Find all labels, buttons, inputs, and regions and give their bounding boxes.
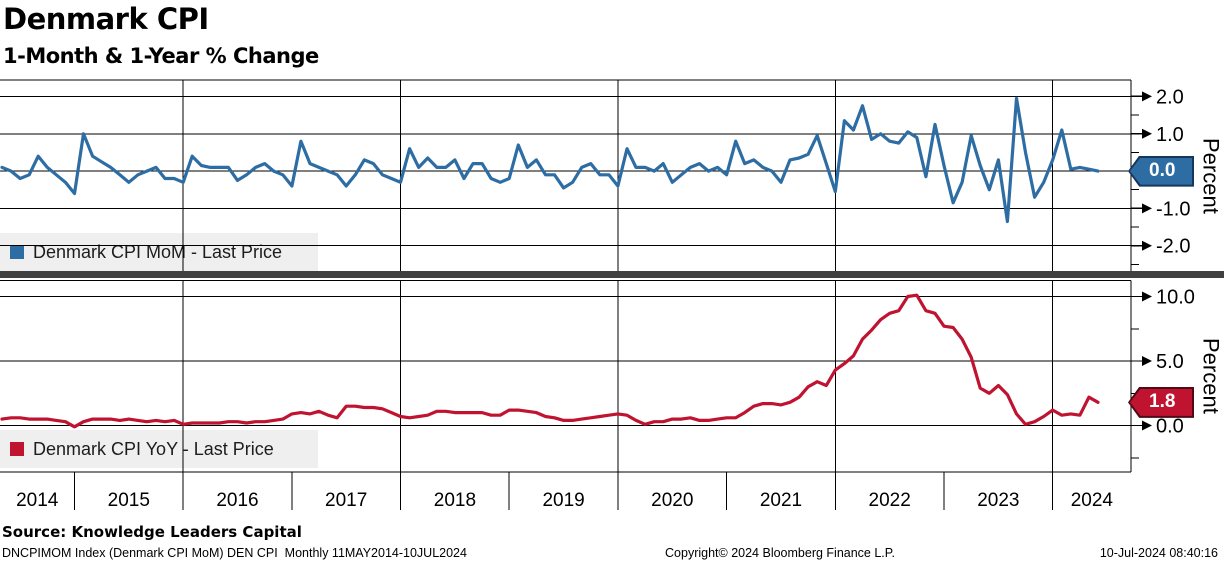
panel-divider xyxy=(0,271,1224,278)
year-label: 2017 xyxy=(325,490,367,511)
year-label: 2022 xyxy=(869,490,911,511)
yoy-last-price-value: 1.8 xyxy=(1149,391,1176,413)
security-info: DNCPIMOM Index (Denmark CPI MoM) DEN CPI… xyxy=(2,546,467,560)
bottom-axis-title: Percent xyxy=(1198,338,1224,414)
ytick-label: 10.0 xyxy=(1156,287,1195,309)
axis-tick-arrow-icon xyxy=(1142,291,1152,302)
ytick-label: 5.0 xyxy=(1156,351,1184,373)
mom-last-price-value: 0.0 xyxy=(1149,160,1176,182)
axis-tick-arrow-icon xyxy=(1142,203,1152,214)
year-label: 2023 xyxy=(977,490,1019,511)
mom-series-swatch-icon xyxy=(10,245,24,259)
legend-yoy-label: Denmark CPI YoY - Last Price xyxy=(33,438,274,459)
copyright-notice: Copyright© 2024 Bloomberg Finance L.P. xyxy=(665,546,895,560)
year-label: 2015 xyxy=(108,490,150,511)
source-attribution: Source: Knowledge Leaders Capital xyxy=(2,523,302,541)
year-label: 2014 xyxy=(16,490,59,511)
ytick-label: -2.0 xyxy=(1156,236,1190,258)
top-axis-title: Percent xyxy=(1198,138,1224,214)
mom-line xyxy=(0,96,1100,224)
ytick-label: 2.0 xyxy=(1156,86,1184,108)
axis-tick-arrow-icon xyxy=(1142,128,1152,139)
legend-mom[interactable]: Denmark CPI MoM - Last Price xyxy=(0,233,318,271)
year-label: 2019 xyxy=(542,490,584,511)
mom-last-price-badge: 0.0 xyxy=(1128,155,1194,187)
yoy-series-swatch-icon xyxy=(10,442,24,456)
axis-tick-arrow-icon xyxy=(1142,240,1152,251)
page-title: Denmark CPI xyxy=(3,2,209,36)
ytick-label: 0.0 xyxy=(1156,416,1184,438)
chart-timestamp: 10-Jul-2024 08:40:16 xyxy=(1099,546,1218,560)
year-label: 2021 xyxy=(760,490,802,511)
year-label: 2024 xyxy=(1071,490,1114,511)
year-label: 2018 xyxy=(434,490,476,511)
ytick-label: 1.0 xyxy=(1156,124,1184,146)
axis-tick-arrow-icon xyxy=(1142,356,1152,367)
yoy-last-price-badge: 1.8 xyxy=(1128,386,1194,418)
page-subtitle: 1-Month & 1-Year % Change xyxy=(3,44,319,68)
year-label: 2016 xyxy=(216,490,258,511)
axis-tick-arrow-icon xyxy=(1142,420,1152,431)
legend-yoy[interactable]: Denmark CPI YoY - Last Price xyxy=(0,430,318,468)
legend-mom-label: Denmark CPI MoM - Last Price xyxy=(33,241,283,262)
year-label: 2020 xyxy=(651,490,693,511)
axis-tick-arrow-icon xyxy=(1142,91,1152,102)
ytick-label: -1.0 xyxy=(1156,198,1190,220)
yoy-line xyxy=(0,293,1100,429)
